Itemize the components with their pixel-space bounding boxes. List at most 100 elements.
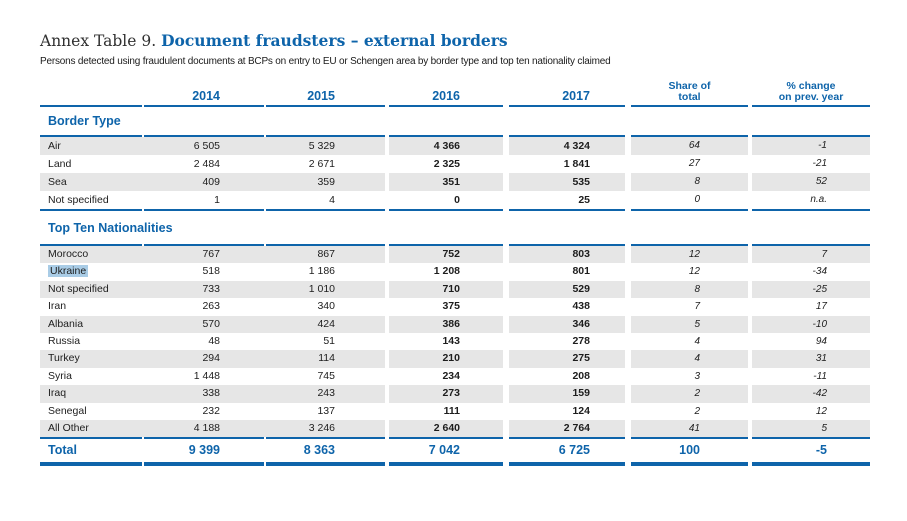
total-row: Total 9 399 8 363 7 042 6 725 100 -5 xyxy=(40,439,870,462)
cell-2014: 232 xyxy=(202,404,220,417)
cell-2015: 867 xyxy=(266,246,385,264)
cell-2017: 124 xyxy=(572,404,590,417)
selected-text-ukraine: Ukraine xyxy=(48,265,89,278)
table-row: Turkey 294 114 210 275 4 31 xyxy=(40,350,870,368)
cell-share: 27 xyxy=(688,158,700,169)
cell-pct-change: -11 xyxy=(813,370,827,382)
cell-2014: 2 484 xyxy=(193,158,220,170)
section-top-ten-nationalities: Morocco 767 867 752 803 12 7 Ukraine 518… xyxy=(40,246,870,438)
cell-2015: 340 xyxy=(317,300,335,313)
cell-2014: 409 xyxy=(144,173,266,191)
total-2015: 8 363 xyxy=(303,443,335,458)
divider xyxy=(40,244,870,246)
total-2016: 7 042 xyxy=(428,443,460,458)
cell-2017: 275 xyxy=(509,350,625,368)
row-label: Senegal xyxy=(48,404,87,417)
cell-pct-change: -1 xyxy=(752,137,870,155)
cell-2015: 1 186 xyxy=(308,265,335,278)
table-row: Iran 263 340 375 438 7 17 xyxy=(40,298,870,315)
cell-2017: 803 xyxy=(509,246,625,264)
cell-share: 12 xyxy=(631,246,748,264)
table-row: Land 2 484 2 671 2 325 1 841 27 -21 xyxy=(40,155,870,173)
cell-pct-change: -21 xyxy=(812,158,827,169)
row-label: Russia xyxy=(48,334,81,347)
cell-2015: 5 329 xyxy=(266,137,385,155)
cell-2015: 51 xyxy=(323,334,335,347)
cell-share: 4 xyxy=(694,335,700,347)
table-row: Air 6 505 5 329 4 366 4 324 64 -1 xyxy=(40,137,870,155)
section-heading-border-type: Border Type xyxy=(48,114,121,128)
cell-2014: 570 xyxy=(144,315,266,333)
cell-2017: 1 841 xyxy=(563,158,590,170)
table-row: Not specified 1 4 0 25 0 n.a. xyxy=(40,191,870,209)
column-header-share-of-total: Share of total xyxy=(668,80,711,103)
cell-pct-change: 12 xyxy=(815,405,827,417)
row-label: Morocco xyxy=(40,246,144,264)
cell-2016: 386 xyxy=(389,315,503,333)
cell-2017: 535 xyxy=(509,173,625,191)
cell-2016: 210 xyxy=(389,350,503,368)
cell-2017: 4 324 xyxy=(509,137,625,155)
cell-2015: 3 246 xyxy=(266,419,385,438)
total-2014: 9 399 xyxy=(188,443,220,458)
column-header-2016: 2016 xyxy=(432,89,460,103)
table-row: Sea 409 359 351 535 8 52 xyxy=(40,173,870,191)
cell-2017: 801 xyxy=(572,265,590,278)
section-border-type: Air 6 505 5 329 4 366 4 324 64 -1 Land 2… xyxy=(40,137,870,209)
cell-2016: 4 366 xyxy=(389,137,503,155)
row-label: All Other xyxy=(40,419,144,438)
cell-2015: 137 xyxy=(317,404,335,417)
cell-share: 7 xyxy=(694,301,700,313)
cell-pct-change: -10 xyxy=(752,315,870,333)
table-row: Morocco 767 867 752 803 12 7 xyxy=(40,246,870,264)
cell-2016: 111 xyxy=(443,404,460,417)
cell-2016: 0 xyxy=(454,194,460,206)
cell-share: 64 xyxy=(631,137,748,155)
cell-pct-change: 94 xyxy=(815,335,827,347)
column-header-pct-change: % change on prev. year xyxy=(778,80,844,103)
row-label: Syria xyxy=(48,369,72,382)
column-header-2015: 2015 xyxy=(307,89,335,103)
cell-2015: 114 xyxy=(266,350,385,368)
cell-2014: 733 xyxy=(144,280,266,299)
row-label: Iraq xyxy=(40,385,144,403)
cell-pct-change: 52 xyxy=(752,173,870,191)
table-row: Senegal 232 137 111 124 2 12 xyxy=(40,403,870,420)
row-label: Sea xyxy=(40,173,144,191)
cell-share: 0 xyxy=(694,194,700,205)
cell-pct-change: 17 xyxy=(815,301,827,313)
cell-2014: 263 xyxy=(202,300,220,313)
cell-share: 4 xyxy=(631,350,748,368)
cell-2015: 2 671 xyxy=(308,158,335,170)
cell-2015: 4 xyxy=(329,194,335,206)
cell-pct-change: -42 xyxy=(752,385,870,403)
cell-2014: 6 505 xyxy=(144,137,266,155)
cell-2016: 351 xyxy=(389,173,503,191)
table-row: Ukraine 518 1 186 1 208 801 12 -34 xyxy=(40,263,870,280)
cell-2014: 767 xyxy=(144,246,266,264)
column-header-2014: 2014 xyxy=(192,89,220,103)
cell-2015: 424 xyxy=(266,315,385,333)
cell-2015: 359 xyxy=(266,173,385,191)
cell-2014: 294 xyxy=(144,350,266,368)
cell-2017: 529 xyxy=(509,280,625,299)
cell-2014: 4 188 xyxy=(144,419,266,438)
cell-share: 8 xyxy=(631,173,748,191)
data-table: 2014 2015 2016 2017 Share of total % cha… xyxy=(40,76,870,467)
divider xyxy=(40,209,870,211)
cell-2016: 710 xyxy=(389,280,503,299)
table-row: Albania 570 424 386 346 5 -10 xyxy=(40,315,870,333)
divider xyxy=(40,105,870,107)
cell-2017: 438 xyxy=(572,300,590,313)
row-label: Turkey xyxy=(40,350,144,368)
table-subtitle: Persons detected using fraudulent docume… xyxy=(40,56,611,67)
section-heading-top-ten-nationalities: Top Ten Nationalities xyxy=(48,220,173,235)
cell-2016: 2 325 xyxy=(433,158,460,170)
cell-2017: 159 xyxy=(509,385,625,403)
cell-2015: 1 010 xyxy=(266,280,385,299)
table-row: All Other 4 188 3 246 2 640 2 764 41 5 xyxy=(40,419,870,438)
cell-2016: 375 xyxy=(442,300,460,313)
cell-2015: 745 xyxy=(317,369,335,382)
cell-share: 12 xyxy=(688,266,700,278)
